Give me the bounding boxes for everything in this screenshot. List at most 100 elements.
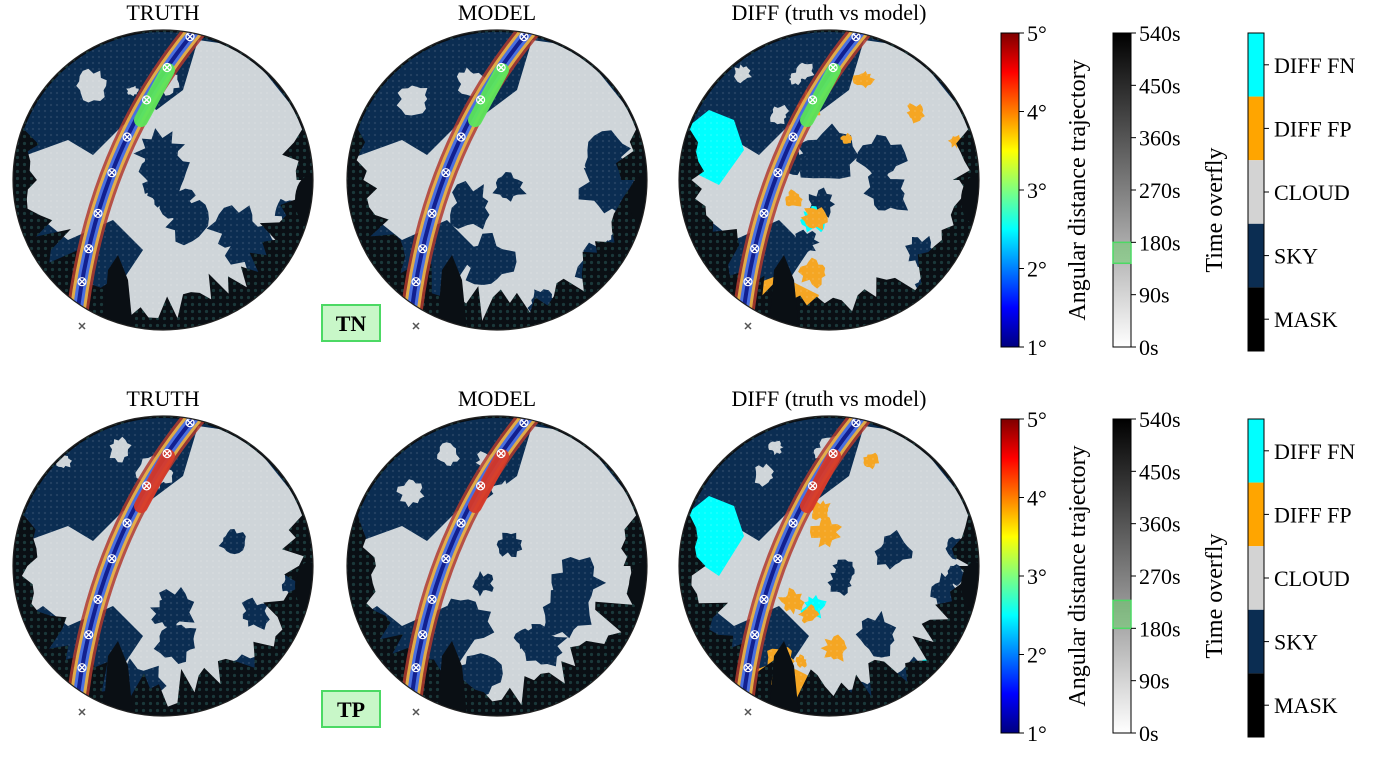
trajectory-marker xyxy=(828,62,838,73)
panel-outline xyxy=(346,29,648,331)
time-colorbar-label: Time overfly xyxy=(1202,147,1228,272)
trajectory-end-marker xyxy=(78,708,86,716)
trajectory-line xyxy=(73,416,215,716)
panel-title: TRUTH xyxy=(126,0,199,25)
mask-region xyxy=(295,562,313,610)
trajectory-marker xyxy=(204,11,212,19)
time-colorbar-label: Time overfly xyxy=(1202,533,1228,658)
trajectory-marker xyxy=(476,95,486,105)
class-label: CLOUD xyxy=(1274,180,1350,205)
row-tn: TRUTH MODEL DIFF (truth vs model) TN 1° 2° 3° 4… xyxy=(12,0,1355,360)
time-tick-label: 180s xyxy=(1139,230,1181,255)
trajectory-marker xyxy=(788,518,798,528)
time-tick-label: 0s xyxy=(1139,335,1159,360)
trajectory-marker xyxy=(773,554,783,564)
time-colorbar: 0s 90s 180s 270s 360s 450s 540s Time overfly xyxy=(1112,407,1228,746)
mask-region xyxy=(103,255,133,330)
time-tick-label: 180s xyxy=(1139,616,1181,641)
class-label: DIFF FP xyxy=(1274,502,1352,527)
time-highlight xyxy=(1112,599,1132,630)
trajectory-marker xyxy=(411,663,421,673)
result-badge: TN xyxy=(321,304,381,342)
trajectory-highlight xyxy=(134,63,175,127)
trajectory-line xyxy=(407,416,549,716)
class-swatch xyxy=(1248,287,1264,351)
trajectory-marker xyxy=(418,630,428,640)
trajectory-marker xyxy=(738,697,748,707)
trajectory-marker xyxy=(93,594,103,605)
angular-tick-label: 1° xyxy=(1027,721,1047,746)
time-tick-label: 90s xyxy=(1139,669,1170,694)
trajectory-marker xyxy=(122,132,132,142)
trajectory-marker xyxy=(743,663,753,673)
angular-tick-label: 3° xyxy=(1027,178,1047,203)
panel-title: MODEL xyxy=(458,386,536,411)
trajectory-end-marker xyxy=(744,708,752,716)
sky-camera-panel xyxy=(12,415,314,717)
trajectory-marker xyxy=(77,277,87,287)
sky-camera-panel xyxy=(678,415,980,717)
trajectory-marker xyxy=(84,630,94,640)
class-swatch xyxy=(1248,419,1264,483)
time-colorbar: 0s 90s 180s 270s 360s 450s 540s Time overfly xyxy=(1112,21,1228,360)
result-badge-label: TP xyxy=(337,697,365,722)
trajectory-end-marker xyxy=(744,322,752,330)
mask-region xyxy=(769,641,799,716)
mask-region xyxy=(103,641,133,716)
trajectory-marker xyxy=(538,397,546,405)
row-tp: TRUTH MODEL DIFF (truth vs model) TP 1° 2° 3° 4… xyxy=(12,386,1355,746)
trajectory-marker xyxy=(406,697,416,707)
time-tick-label: 540s xyxy=(1139,21,1181,46)
trajectory-marker xyxy=(476,481,486,491)
trajectory-marker xyxy=(538,11,546,19)
trajectory-marker xyxy=(441,554,451,564)
trajectory-marker xyxy=(496,62,506,73)
panel-title: DIFF (truth vs model) xyxy=(732,0,927,25)
trajectory-marker xyxy=(427,208,437,218)
angular-tick-label: 5° xyxy=(1027,21,1047,46)
trajectory-line xyxy=(407,30,549,330)
time-tick-label: 540s xyxy=(1139,407,1181,432)
trajectory-end-marker xyxy=(412,322,420,330)
time-colorbar-gradient xyxy=(1112,418,1132,734)
trajectory-marker xyxy=(107,168,117,178)
class-swatch xyxy=(1248,96,1264,161)
trajectory-marker xyxy=(142,95,152,105)
class-label: MASK xyxy=(1274,693,1338,718)
trajectory-marker xyxy=(456,518,466,528)
panel-outline xyxy=(678,29,980,331)
time-tick-label: 450s xyxy=(1139,459,1181,484)
class-label: DIFF FP xyxy=(1274,116,1352,141)
trajectory-marker xyxy=(162,448,172,459)
angular-tick-label: 3° xyxy=(1027,564,1047,589)
mask-region xyxy=(437,641,467,716)
trajectory-marker xyxy=(406,311,416,321)
trajectory-marker xyxy=(456,132,466,142)
angular-tick-label: 5° xyxy=(1027,407,1047,432)
class-label: MASK xyxy=(1274,307,1338,332)
time-tick-label: 360s xyxy=(1139,512,1181,537)
trajectory-line xyxy=(73,30,215,330)
trajectory-marker xyxy=(743,277,753,287)
trajectory-marker xyxy=(411,277,421,287)
trajectory-line xyxy=(739,30,881,330)
class-swatch xyxy=(1248,482,1264,547)
trajectory-end-marker xyxy=(78,322,86,330)
class-label: SKY xyxy=(1274,244,1318,269)
panel-outline xyxy=(12,415,314,717)
trajectory-marker xyxy=(750,630,760,640)
trajectory-marker xyxy=(750,244,760,254)
result-badge: TP xyxy=(321,690,381,728)
time-colorbar-gradient xyxy=(1112,32,1132,348)
trajectory-marker xyxy=(496,448,506,459)
trajectory-marker xyxy=(142,481,152,491)
mask-region xyxy=(295,176,313,224)
class-label: SKY xyxy=(1274,630,1318,655)
sky-camera-panel xyxy=(346,397,648,717)
trajectory-marker xyxy=(93,208,103,218)
trajectory-marker xyxy=(72,311,82,321)
trajectory-marker xyxy=(738,311,748,321)
sky-camera-panel xyxy=(12,11,314,331)
angular-colorbar: 1° 2° 3° 4° 5° Angular distance trajectory xyxy=(1000,407,1091,746)
angular-tick-label: 2° xyxy=(1027,643,1047,668)
